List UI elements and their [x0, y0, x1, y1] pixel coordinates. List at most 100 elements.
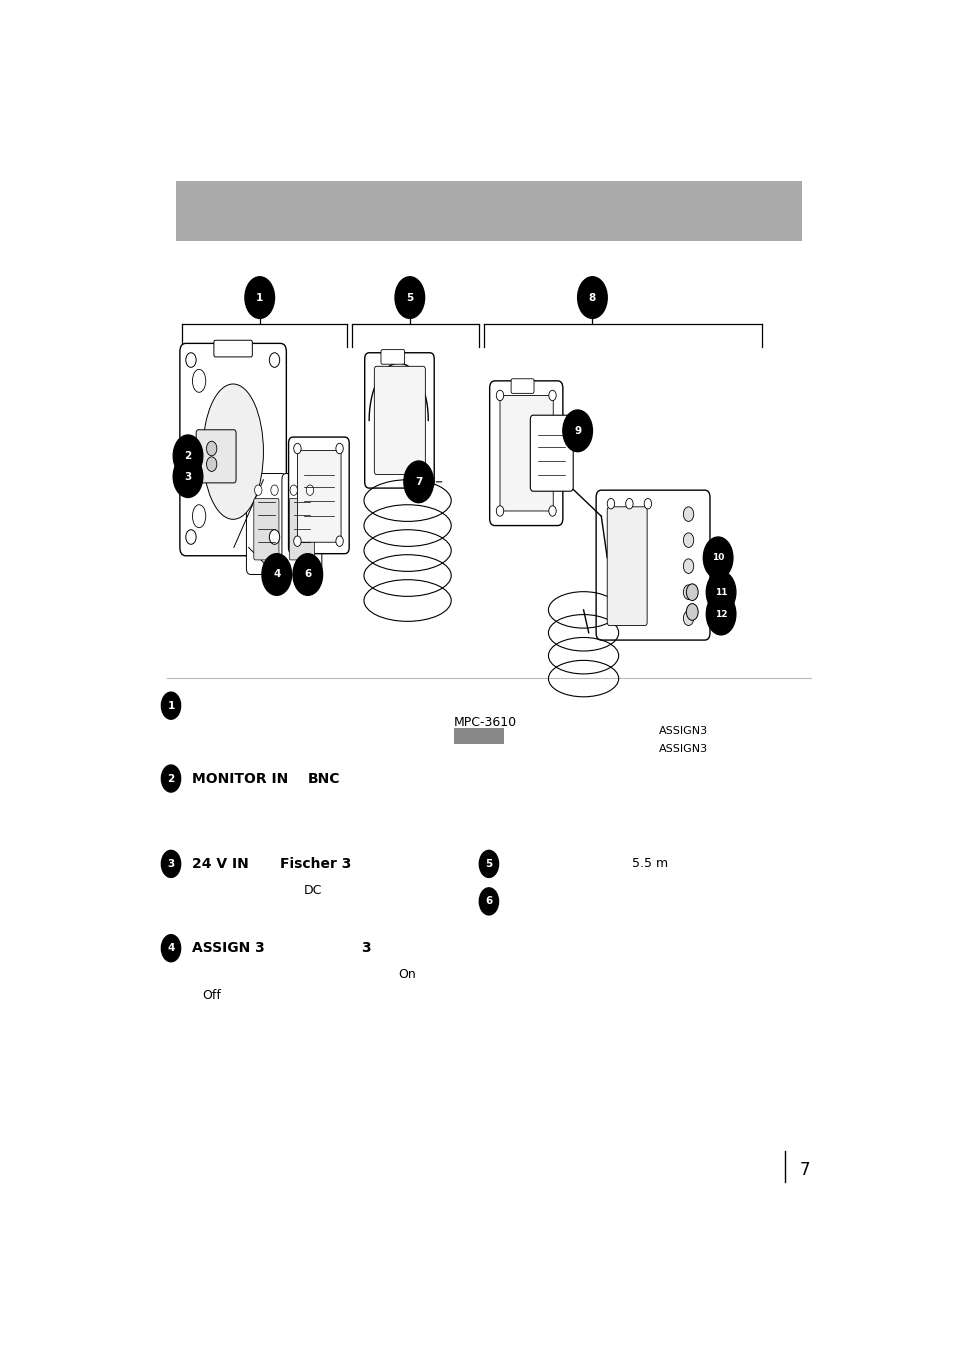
- Circle shape: [562, 410, 592, 452]
- FancyBboxPatch shape: [380, 350, 404, 364]
- Circle shape: [496, 391, 503, 400]
- Text: 2: 2: [167, 773, 174, 784]
- Text: 5: 5: [406, 292, 413, 303]
- FancyBboxPatch shape: [213, 341, 252, 357]
- Text: Off: Off: [202, 988, 221, 1002]
- Text: 1: 1: [255, 292, 263, 303]
- Text: ASSIGN 3: ASSIGN 3: [192, 941, 264, 956]
- FancyBboxPatch shape: [288, 437, 349, 554]
- FancyBboxPatch shape: [297, 450, 341, 542]
- Text: MONITOR IN: MONITOR IN: [192, 772, 288, 786]
- Circle shape: [335, 443, 343, 454]
- Ellipse shape: [203, 384, 263, 519]
- FancyBboxPatch shape: [196, 430, 235, 483]
- Circle shape: [496, 506, 503, 516]
- Text: BNC: BNC: [308, 772, 340, 786]
- FancyBboxPatch shape: [606, 507, 646, 626]
- Text: On: On: [397, 968, 416, 980]
- Circle shape: [705, 572, 735, 612]
- FancyBboxPatch shape: [246, 473, 286, 575]
- Circle shape: [682, 585, 693, 599]
- Text: 6: 6: [304, 569, 311, 580]
- FancyBboxPatch shape: [489, 381, 562, 526]
- Text: 1: 1: [167, 700, 174, 711]
- Circle shape: [702, 537, 732, 579]
- Circle shape: [245, 277, 274, 318]
- Circle shape: [685, 603, 698, 621]
- Circle shape: [685, 584, 698, 600]
- Text: 7: 7: [800, 1161, 810, 1179]
- FancyBboxPatch shape: [596, 491, 709, 639]
- Text: 7: 7: [415, 477, 422, 487]
- Text: 6: 6: [485, 896, 492, 906]
- Circle shape: [335, 535, 343, 546]
- Circle shape: [705, 594, 735, 635]
- Circle shape: [271, 485, 278, 495]
- Circle shape: [682, 611, 693, 626]
- Circle shape: [478, 850, 498, 877]
- Circle shape: [294, 535, 301, 546]
- Text: 24 V IN: 24 V IN: [192, 857, 248, 871]
- Circle shape: [577, 277, 607, 318]
- Circle shape: [206, 441, 216, 456]
- Text: Fischer 3: Fischer 3: [280, 857, 352, 871]
- Text: ASSIGN3: ASSIGN3: [659, 745, 707, 754]
- Text: DC: DC: [304, 884, 322, 898]
- Text: MPC-3610: MPC-3610: [454, 715, 517, 729]
- Circle shape: [254, 485, 262, 495]
- Circle shape: [161, 934, 180, 961]
- Circle shape: [161, 765, 180, 792]
- FancyBboxPatch shape: [374, 366, 425, 475]
- Text: ASSIGN3: ASSIGN3: [659, 726, 707, 735]
- Circle shape: [548, 506, 556, 516]
- FancyBboxPatch shape: [499, 395, 553, 511]
- Ellipse shape: [193, 369, 206, 392]
- Text: 5: 5: [485, 859, 492, 869]
- Circle shape: [161, 692, 180, 719]
- FancyBboxPatch shape: [364, 353, 434, 488]
- Circle shape: [625, 499, 633, 508]
- Circle shape: [306, 485, 314, 495]
- Circle shape: [186, 530, 196, 545]
- Text: 2: 2: [184, 450, 192, 461]
- Text: 5.5 m: 5.5 m: [631, 857, 667, 871]
- Text: 10: 10: [711, 553, 723, 562]
- Text: 4: 4: [273, 569, 280, 580]
- Text: 9: 9: [574, 426, 580, 435]
- Circle shape: [269, 353, 279, 368]
- Circle shape: [293, 554, 322, 595]
- FancyBboxPatch shape: [530, 415, 573, 491]
- Circle shape: [161, 850, 180, 877]
- Circle shape: [262, 554, 292, 595]
- Text: 4: 4: [167, 944, 174, 953]
- Circle shape: [643, 499, 651, 508]
- FancyBboxPatch shape: [289, 499, 314, 560]
- FancyBboxPatch shape: [511, 379, 534, 393]
- FancyBboxPatch shape: [454, 727, 504, 744]
- FancyBboxPatch shape: [253, 499, 278, 560]
- Circle shape: [186, 353, 196, 368]
- Ellipse shape: [193, 504, 206, 527]
- FancyBboxPatch shape: [282, 473, 321, 575]
- FancyBboxPatch shape: [176, 181, 801, 242]
- FancyBboxPatch shape: [180, 343, 286, 556]
- Circle shape: [478, 888, 498, 915]
- Circle shape: [173, 435, 203, 477]
- Text: 3: 3: [360, 941, 371, 956]
- Text: 11: 11: [714, 588, 726, 596]
- Circle shape: [607, 499, 614, 508]
- Text: 3: 3: [184, 472, 192, 481]
- Circle shape: [682, 558, 693, 573]
- Circle shape: [548, 391, 556, 400]
- Circle shape: [173, 456, 203, 498]
- Circle shape: [403, 461, 433, 503]
- Circle shape: [682, 533, 693, 548]
- Circle shape: [682, 507, 693, 522]
- Circle shape: [269, 530, 279, 545]
- Text: 8: 8: [588, 292, 596, 303]
- Text: 12: 12: [714, 610, 726, 619]
- Circle shape: [294, 443, 301, 454]
- Circle shape: [290, 485, 297, 495]
- Circle shape: [395, 277, 424, 318]
- Text: 3: 3: [167, 859, 174, 869]
